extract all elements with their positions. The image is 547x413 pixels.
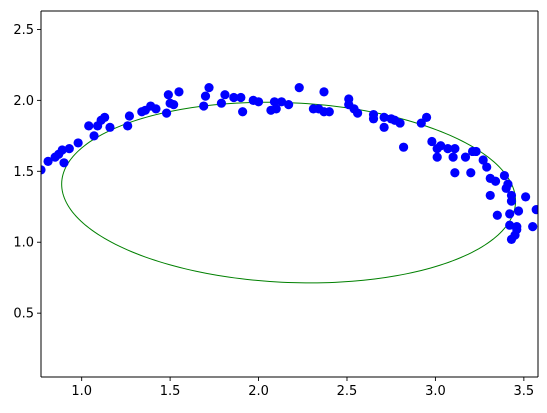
data-point-8 [84, 121, 94, 131]
data-point-92 [531, 205, 538, 215]
data-point-61 [432, 152, 442, 162]
data-point-30 [229, 92, 239, 103]
data-point-6 [64, 144, 74, 154]
data-point-15 [124, 111, 135, 121]
data-point-68 [460, 152, 471, 162]
data-point-37 [271, 104, 281, 114]
data-point-32 [238, 107, 248, 117]
axes-layer [40, 10, 539, 378]
y-tick-label-2: 1.5 [13, 165, 34, 180]
data-point-71 [471, 146, 481, 157]
data-point-84 [506, 196, 517, 206]
data-point-27 [204, 83, 214, 93]
data-point-63 [436, 141, 446, 151]
data-point-40 [294, 83, 304, 93]
data-point-60 [427, 136, 437, 147]
data-point-53 [379, 122, 389, 132]
x-tick-label-3: 2.5 [337, 384, 358, 399]
data-point-67 [450, 144, 460, 154]
data-point-64 [443, 144, 453, 154]
data-point-12 [100, 112, 110, 122]
data-point-28 [216, 98, 227, 108]
data-point-34 [253, 97, 264, 107]
data-point-72 [478, 155, 488, 165]
data-point-66 [450, 168, 460, 178]
data-point-89 [513, 206, 524, 216]
data-point-69 [466, 168, 476, 178]
data-point-14 [123, 121, 133, 131]
data-point-80 [503, 179, 513, 189]
data-point-45 [324, 107, 334, 117]
y-tick-label-3: 2.0 [13, 94, 34, 109]
data-point-57 [398, 142, 409, 152]
data-point-38 [276, 97, 287, 107]
x-tick-label-0: 1.0 [71, 384, 92, 399]
data-point-24 [174, 87, 184, 97]
data-point-65 [448, 152, 458, 162]
data-point-59 [421, 112, 432, 122]
plot-background [41, 11, 538, 377]
data-point-78 [499, 170, 509, 181]
points-layer [41, 83, 538, 244]
data-point-20 [161, 108, 172, 118]
data-point-31 [236, 92, 246, 103]
y-tick-label-1: 1.0 [13, 236, 34, 251]
data-point-88 [512, 222, 522, 232]
x-tick-label-1: 1.5 [160, 384, 181, 399]
data-point-19 [151, 104, 161, 114]
ellipse-layer [61, 101, 517, 284]
data-point-5 [59, 158, 69, 168]
x-tick-label-2: 2.0 [248, 384, 269, 399]
y-tick-label-0: 0.5 [13, 307, 34, 322]
ticks-layer: 1.0 1.5 2.0 2.5 3.0 3.5 0.5 1.0 1.5 2.0 2.5 [13, 23, 534, 399]
data-point-49 [352, 108, 363, 118]
data-point-81 [505, 209, 515, 219]
data-point-21 [163, 90, 173, 100]
data-point-43 [319, 87, 329, 97]
data-point-29 [220, 90, 230, 100]
data-point-82 [505, 220, 515, 230]
data-point-75 [485, 190, 495, 201]
data-point-90 [521, 192, 531, 202]
fitted-ellipse [61, 101, 517, 284]
data-point-4 [57, 145, 67, 155]
data-point-76 [490, 176, 501, 186]
data-point-51 [368, 114, 379, 124]
data-point-26 [200, 91, 211, 101]
x-tick-label-4: 3.0 [425, 384, 446, 399]
data-point-56 [395, 118, 405, 128]
data-point-0 [41, 165, 46, 175]
data-point-73 [482, 162, 492, 172]
data-point-23 [169, 100, 179, 110]
data-point-77 [492, 210, 502, 220]
y-tick-label-4: 2.5 [13, 23, 34, 38]
data-point-13 [105, 122, 115, 132]
data-point-25 [199, 101, 209, 111]
data-point-91 [528, 222, 538, 232]
data-point-1 [43, 156, 53, 166]
data-point-36 [269, 97, 280, 107]
x-tick-label-5: 3.5 [514, 384, 535, 399]
data-point-7 [73, 138, 83, 148]
data-point-39 [284, 100, 294, 110]
data-point-9 [89, 131, 99, 141]
data-point-52 [379, 112, 389, 122]
